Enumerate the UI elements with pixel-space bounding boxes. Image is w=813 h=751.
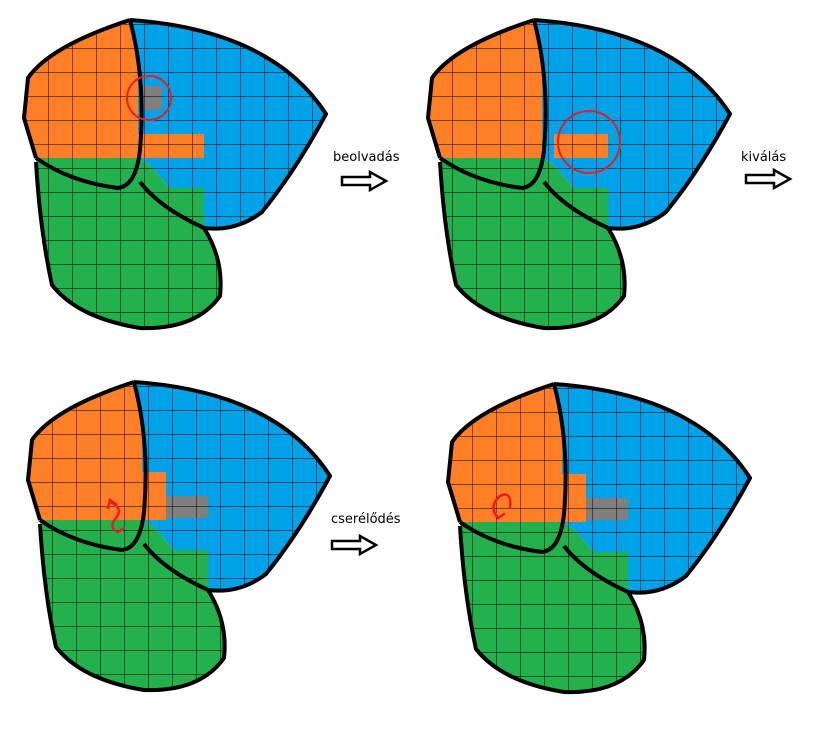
step-kivalas: kiválás	[741, 150, 792, 190]
panel-after-exchange	[446, 382, 752, 695]
curved-arrow-icon	[108, 500, 126, 534]
right-arrow-icon	[340, 170, 388, 192]
panel-after-merge	[426, 18, 732, 331]
step-cserelodes: cserélődés	[330, 512, 401, 556]
step-label: kiválás	[741, 150, 786, 165]
step-label: cserélődés	[331, 512, 401, 527]
panel-initial	[22, 18, 328, 331]
right-arrow-icon	[330, 534, 378, 556]
step-label: beolvadás	[333, 150, 400, 165]
highlight-circle	[557, 110, 621, 174]
right-arrow-icon	[744, 168, 792, 190]
panel-before-exchange	[26, 380, 332, 693]
step-beolvadas: beolvadás	[333, 150, 400, 192]
highlight-circle	[126, 75, 172, 121]
